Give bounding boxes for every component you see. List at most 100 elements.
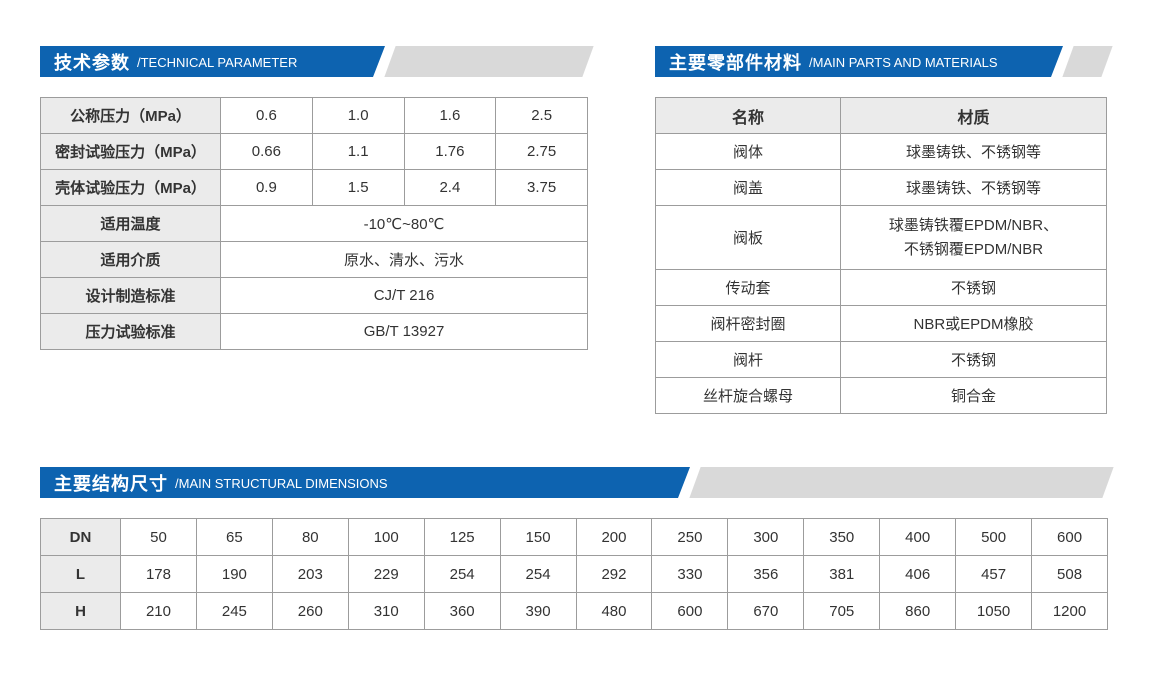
section-header-dimensions: 主要结构尺寸 /MAIN STRUCTURAL DIMENSIONS — [40, 467, 1114, 498]
section-title-en: /MAIN PARTS AND MATERIALS — [809, 55, 998, 70]
row-label: 密封试验压力（MPa） — [40, 133, 221, 170]
table-cell: 50 — [120, 518, 197, 556]
table-cell: 860 — [879, 592, 957, 630]
section-title-zh: 主要零部件材料 — [669, 52, 802, 73]
part-name: 阀杆密封圈 — [655, 305, 841, 342]
table-cell: 150 — [499, 518, 577, 556]
table-row: 壳体试验压力（MPa） 0.9 1.5 2.4 3.75 — [40, 169, 588, 206]
part-material: 球墨铸铁、不锈钢等 — [840, 169, 1107, 206]
material-line: 球墨铸铁覆EPDM/NBR、 — [888, 217, 1059, 235]
table-cell: 254 — [499, 555, 577, 593]
table-cell: 245 — [195, 592, 273, 630]
table-cell: GB/T 13927 — [220, 313, 588, 350]
section-title-en: /MAIN STRUCTURAL DIMENSIONS — [175, 476, 388, 491]
table-cell: 229 — [347, 555, 425, 593]
table-row: 设计制造标准 CJ/T 216 — [40, 277, 588, 314]
table-row: L 178 190 203 229 254 254 292 330 356 38… — [40, 555, 1108, 593]
table-row: 公称压力（MPa） 0.6 1.0 1.6 2.5 — [40, 97, 588, 134]
header-blue-ribbon: 主要零部件材料 /MAIN PARTS AND MATERIALS — [655, 46, 1063, 77]
table-cell: 600 — [1031, 518, 1108, 556]
row-label: 壳体试验压力（MPa） — [40, 169, 221, 206]
part-material: NBR或EPDM橡胶 — [840, 305, 1107, 342]
table-row: 适用温度 -10℃~80℃ — [40, 205, 588, 242]
table-cell: 260 — [271, 592, 349, 630]
table-row: 适用介质 原水、清水、污水 — [40, 241, 588, 278]
section-title-en: /TECHNICAL PARAMETER — [137, 55, 298, 70]
table-cell: 508 — [1031, 555, 1108, 593]
section-title-zh: 主要结构尺寸 — [54, 473, 168, 494]
part-material: 球墨铸铁覆EPDM/NBR、 不锈钢覆EPDM/NBR — [840, 205, 1107, 270]
header-gray-ribbon — [689, 467, 1114, 498]
header-blue-ribbon: 技术参数 /TECHNICAL PARAMETER — [40, 46, 385, 77]
table-row: 阀板 球墨铸铁覆EPDM/NBR、 不锈钢覆EPDM/NBR — [655, 205, 1107, 270]
section-header-technical: 技术参数 /TECHNICAL PARAMETER — [40, 46, 594, 77]
table-cell: 2.5 — [495, 97, 588, 134]
table-cell: 500 — [955, 518, 1033, 556]
table-cell: 1.1 — [311, 133, 405, 170]
table-header-row: 名称 材质 — [655, 97, 1107, 134]
header-gray-ribbon — [384, 46, 594, 77]
table-cell: 0.66 — [220, 133, 313, 170]
header-gray-ribbon — [1062, 46, 1113, 77]
table-row: 丝杆旋合螺母 铜合金 — [655, 377, 1107, 414]
section-header-materials: 主要零部件材料 /MAIN PARTS AND MATERIALS — [655, 46, 1113, 77]
table-cell: 1200 — [1031, 592, 1108, 630]
table-cell: 1.0 — [311, 97, 405, 134]
table-cell: 190 — [195, 555, 273, 593]
table-cell: 65 — [195, 518, 273, 556]
table-row: DN 50 65 80 100 125 150 200 250 300 350 … — [40, 518, 1108, 556]
table-cell: 356 — [727, 555, 805, 593]
table-row: 压力试验标准 GB/T 13927 — [40, 313, 588, 350]
table-cell: 125 — [423, 518, 501, 556]
table-cell: 200 — [575, 518, 653, 556]
row-label: 适用介质 — [40, 241, 221, 278]
table-cell: -10℃~80℃ — [220, 205, 588, 242]
table-row: 传动套 不锈钢 — [655, 269, 1107, 306]
part-name: 阀盖 — [655, 169, 841, 206]
table-cell: 1050 — [955, 592, 1033, 630]
row-label: H — [40, 592, 121, 630]
table-cell: 300 — [727, 518, 805, 556]
table-cell: 400 — [879, 518, 957, 556]
part-name: 阀板 — [655, 205, 841, 270]
table-cell: 0.9 — [220, 169, 313, 206]
table-cell: 2.75 — [495, 133, 588, 170]
table-cell: 178 — [120, 555, 197, 593]
table-cell: 1.76 — [403, 133, 497, 170]
part-material: 铜合金 — [840, 377, 1107, 414]
table-cell: 310 — [347, 592, 425, 630]
table-cell: 80 — [271, 518, 349, 556]
dimensions-table: DN 50 65 80 100 125 150 200 250 300 350 … — [40, 518, 1108, 630]
table-row: 阀杆 不锈钢 — [655, 341, 1107, 378]
table-row: H 210 245 260 310 360 390 480 600 670 70… — [40, 592, 1108, 630]
part-name: 阀杆 — [655, 341, 841, 378]
table-cell: 原水、清水、污水 — [220, 241, 588, 278]
table-cell: 0.6 — [220, 97, 313, 134]
part-name: 丝杆旋合螺母 — [655, 377, 841, 414]
table-cell: 292 — [575, 555, 653, 593]
table-cell: 350 — [803, 518, 881, 556]
table-row: 密封试验压力（MPa） 0.66 1.1 1.76 2.75 — [40, 133, 588, 170]
table-cell: 670 — [727, 592, 805, 630]
technical-parameter-table: 公称压力（MPa） 0.6 1.0 1.6 2.5 密封试验压力（MPa） 0.… — [40, 97, 588, 350]
row-label: 公称压力（MPa） — [40, 97, 221, 134]
table-cell: 2.4 — [403, 169, 497, 206]
part-material: 不锈钢 — [840, 341, 1107, 378]
table-row: 阀盖 球墨铸铁、不锈钢等 — [655, 169, 1107, 206]
row-label: 压力试验标准 — [40, 313, 221, 350]
table-cell: 1.5 — [311, 169, 405, 206]
table-cell: 210 — [120, 592, 197, 630]
column-header: 名称 — [655, 97, 841, 134]
table-cell: 254 — [423, 555, 501, 593]
column-header: 材质 — [840, 97, 1107, 134]
row-label: 适用温度 — [40, 205, 221, 242]
table-row: 阀体 球墨铸铁、不锈钢等 — [655, 133, 1107, 170]
row-label: L — [40, 555, 121, 593]
table-cell: 330 — [651, 555, 729, 593]
materials-table: 名称 材质 阀体 球墨铸铁、不锈钢等 阀盖 球墨铸铁、不锈钢等 阀板 球墨铸铁覆… — [655, 97, 1107, 414]
table-cell: 406 — [879, 555, 957, 593]
table-cell: 1.6 — [403, 97, 497, 134]
section-title-zh: 技术参数 — [54, 52, 130, 73]
table-cell: 390 — [499, 592, 577, 630]
